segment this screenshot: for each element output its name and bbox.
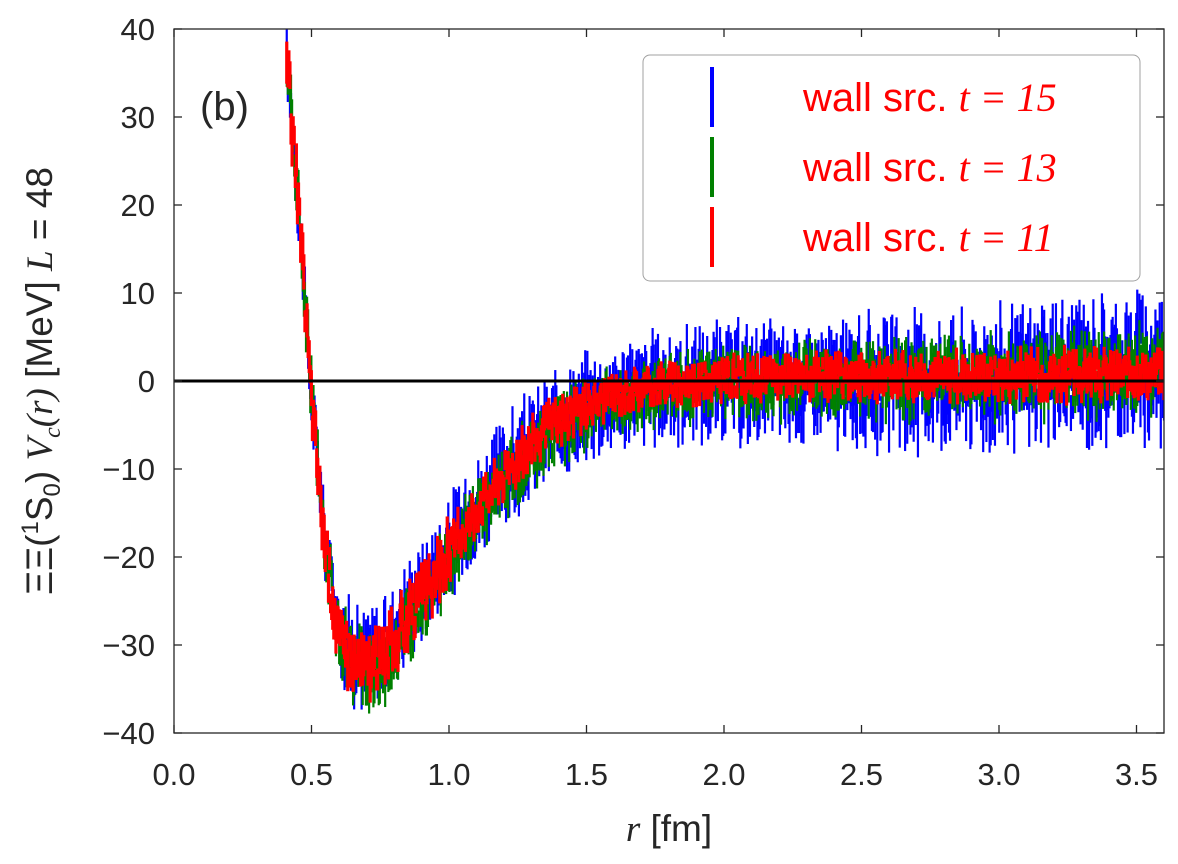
y-tick-label: −40 bbox=[102, 716, 155, 751]
y-label-size-var: L bbox=[20, 250, 61, 272]
y-label-var-arg: (r) bbox=[20, 388, 61, 427]
x-tick-label: 0.0 bbox=[152, 757, 195, 792]
x-tick-label: 1.5 bbox=[565, 757, 608, 792]
y-label-sup: 1 bbox=[17, 521, 44, 534]
y-tick-label: 40 bbox=[121, 12, 155, 47]
y-tick-label: 30 bbox=[121, 100, 155, 135]
x-tick-label: 1.0 bbox=[427, 757, 470, 792]
y-label-state: S bbox=[19, 496, 60, 521]
legend-label-name: wall src. bbox=[802, 216, 959, 260]
legend-item: wall src. t = 15 bbox=[710, 67, 1057, 127]
legend-label-t: t = 11 bbox=[959, 215, 1054, 260]
x-tick-label: 3.0 bbox=[977, 757, 1020, 792]
x-axis-label: r [fm] bbox=[626, 808, 712, 850]
y-label-sub: 0 bbox=[39, 483, 66, 496]
legend-label-t: t = 13 bbox=[959, 145, 1057, 190]
y-label-suffix: ) bbox=[19, 460, 60, 483]
y-tick-label: −20 bbox=[102, 540, 155, 575]
legend-item: wall src. t = 11 bbox=[710, 207, 1054, 267]
x-axis: 0.0 0.5 1.0 1.5 2.0 2.5 3.0 3.5 bbox=[152, 29, 1158, 792]
y-label-size-eq: = 48 bbox=[19, 167, 60, 250]
y-label-var-sub: c bbox=[40, 427, 66, 438]
y-tick-label: −10 bbox=[102, 452, 155, 487]
legend-label: wall src. t = 11 bbox=[802, 215, 1054, 260]
y-label-var: V bbox=[20, 433, 61, 460]
legend-label-name: wall src. bbox=[802, 76, 959, 120]
y-label-prefix: ΞΞ( bbox=[19, 534, 60, 595]
legend-item: wall src. t = 13 bbox=[710, 137, 1057, 197]
panel-label: (b) bbox=[200, 85, 249, 129]
x-axis-variable: r bbox=[626, 809, 641, 850]
y-label-unit: [MeV] bbox=[19, 271, 60, 388]
x-axis-unit: [fm] bbox=[640, 808, 712, 849]
y-tick-label: 10 bbox=[121, 276, 155, 311]
x-tick-label: 3.5 bbox=[1115, 757, 1158, 792]
legend-label-name: wall src. bbox=[802, 146, 959, 190]
x-tick-label: 0.5 bbox=[290, 757, 333, 792]
x-tick-label: 2.5 bbox=[840, 757, 883, 792]
y-tick-label: −30 bbox=[102, 628, 155, 663]
x-tick-label: 2.0 bbox=[702, 757, 745, 792]
legend-box bbox=[642, 54, 1141, 282]
legend-label-t: t = 15 bbox=[959, 75, 1057, 120]
legend-label: wall src. t = 13 bbox=[802, 145, 1057, 190]
y-axis-label: ΞΞ(1S0) Vc(r) [MeV] L = 48 bbox=[17, 167, 66, 595]
legend-label: wall src. t = 15 bbox=[802, 75, 1057, 120]
y-tick-label: 0 bbox=[138, 364, 155, 399]
y-axis: 40 30 20 10 0 −10 −20 −30 −40 bbox=[102, 12, 1164, 751]
y-tick-label: 20 bbox=[121, 188, 155, 223]
